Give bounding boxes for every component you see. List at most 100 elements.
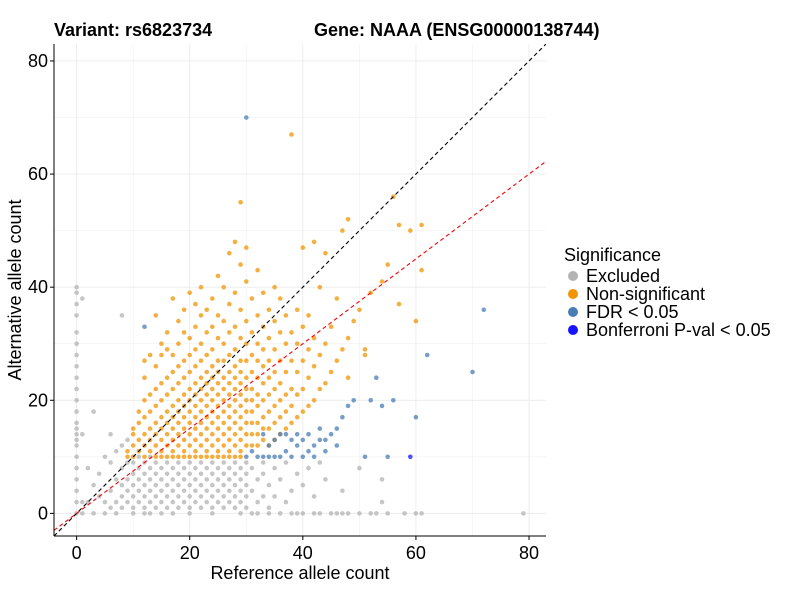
point-non-significant	[379, 279, 385, 284]
point-non-significant	[176, 341, 181, 347]
point-non-significant	[300, 245, 306, 250]
point-non-significant	[159, 414, 164, 420]
legend: Significance Excluded Non-significant FD…	[564, 245, 771, 340]
x-tick-label: 60	[406, 543, 426, 563]
point-non-significant	[204, 392, 209, 397]
point-excluded	[385, 511, 391, 516]
point-non-significant	[221, 375, 226, 381]
point-non-significant	[289, 386, 294, 392]
point-excluded	[74, 443, 79, 448]
point-non-significant	[311, 398, 317, 403]
point-non-significant	[289, 420, 294, 426]
point-excluded	[255, 477, 260, 482]
point-non-significant	[215, 392, 221, 397]
point-excluded	[74, 499, 79, 505]
point-excluded	[74, 465, 79, 471]
point-non-significant	[198, 341, 204, 347]
point-non-significant	[306, 375, 311, 381]
point-non-significant	[311, 335, 317, 341]
point-fdr-0-05	[379, 403, 385, 409]
point-non-significant	[266, 307, 272, 313]
point-non-significant	[317, 352, 323, 358]
point-fdr-0-05	[340, 414, 345, 420]
point-excluded	[244, 460, 249, 465]
point-non-significant	[176, 443, 181, 448]
point-non-significant	[170, 454, 176, 460]
point-non-significant	[255, 392, 260, 397]
point-non-significant	[153, 313, 159, 318]
point-fdr-0-05	[334, 443, 340, 448]
point-excluded	[80, 296, 85, 301]
point-excluded	[193, 488, 198, 494]
point-fdr-0-05	[481, 307, 487, 313]
point-non-significant	[260, 437, 266, 443]
point-non-significant	[260, 426, 266, 431]
point-non-significant	[176, 381, 181, 386]
point-non-significant	[142, 375, 147, 381]
point-fdr-0-05	[266, 443, 272, 448]
point-excluded	[244, 471, 249, 477]
point-non-significant	[260, 364, 266, 369]
x-tick-label: 40	[293, 543, 313, 563]
point-fdr-0-05	[283, 448, 289, 454]
point-non-significant	[204, 426, 209, 431]
point-non-significant	[221, 398, 226, 403]
point-excluded	[204, 477, 209, 482]
point-non-significant	[266, 409, 272, 414]
point-non-significant	[221, 284, 226, 290]
point-non-significant	[159, 437, 164, 443]
point-non-significant	[328, 324, 334, 330]
point-non-significant	[328, 369, 334, 375]
point-excluded	[91, 511, 96, 516]
point-non-significant	[181, 358, 187, 364]
point-non-significant	[272, 284, 277, 290]
point-non-significant	[125, 448, 130, 454]
point-excluded	[74, 341, 79, 347]
point-excluded	[181, 499, 187, 505]
point-non-significant	[187, 443, 192, 448]
point-non-significant	[204, 307, 209, 313]
point-non-significant	[221, 358, 226, 364]
point-fdr-0-05	[249, 448, 255, 454]
point-non-significant	[277, 414, 283, 420]
point-non-significant	[193, 364, 198, 369]
point-excluded	[74, 284, 79, 290]
x-axis-title: Reference allele count	[210, 563, 389, 583]
point-non-significant	[362, 347, 368, 352]
point-excluded	[283, 460, 289, 465]
point-non-significant	[283, 426, 289, 431]
point-non-significant	[238, 200, 243, 205]
point-non-significant	[294, 341, 300, 347]
point-non-significant	[210, 347, 215, 352]
point-excluded	[119, 443, 125, 448]
point-non-significant	[232, 364, 238, 369]
point-non-significant	[221, 454, 226, 460]
point-non-significant	[187, 335, 192, 341]
point-excluded	[323, 477, 328, 482]
point-non-significant	[244, 398, 249, 403]
point-excluded	[147, 488, 153, 494]
point-non-significant	[283, 392, 289, 397]
point-non-significant	[221, 341, 226, 347]
point-excluded	[102, 511, 108, 516]
point-excluded	[80, 499, 85, 505]
point-excluded	[300, 511, 306, 516]
point-non-significant	[215, 414, 221, 420]
point-fdr-0-05	[294, 431, 300, 437]
point-excluded	[210, 511, 215, 516]
point-excluded	[164, 471, 170, 477]
point-non-significant	[289, 403, 294, 409]
point-non-significant	[294, 414, 300, 420]
point-excluded	[317, 511, 323, 516]
point-excluded	[147, 499, 153, 505]
point-non-significant	[249, 330, 255, 335]
point-fdr-0-05	[277, 454, 283, 460]
point-non-significant	[232, 398, 238, 403]
point-excluded	[232, 471, 238, 477]
point-non-significant	[198, 358, 204, 364]
point-non-significant	[153, 420, 159, 426]
point-excluded	[340, 511, 345, 516]
point-non-significant	[244, 431, 249, 437]
point-excluded	[210, 460, 215, 465]
point-excluded	[238, 499, 243, 505]
